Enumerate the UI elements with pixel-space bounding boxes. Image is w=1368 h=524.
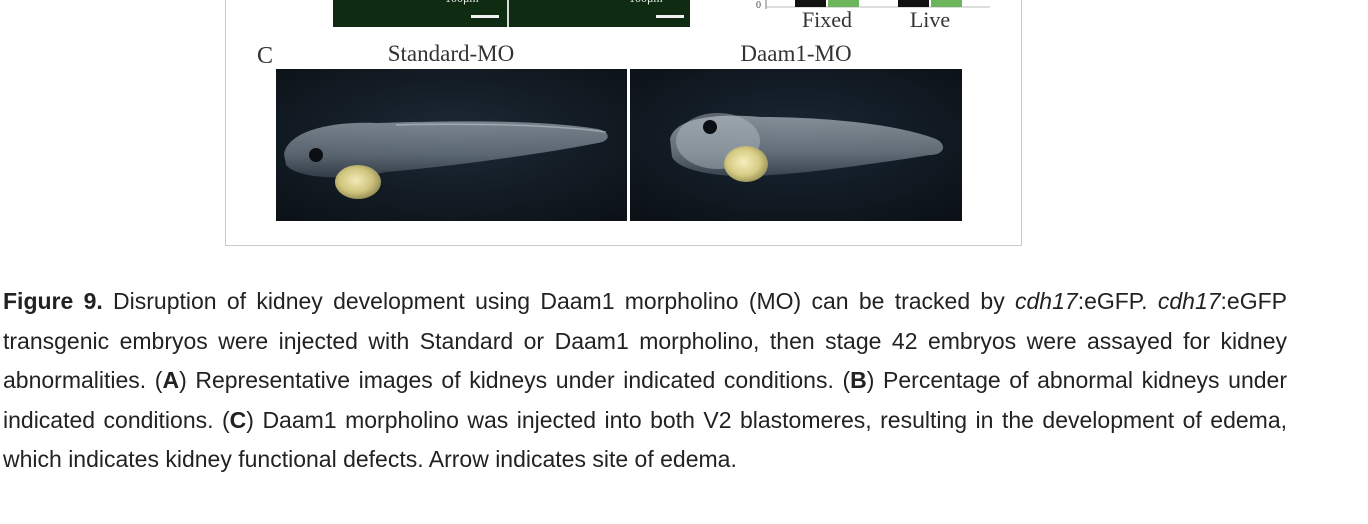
caption-text-2: :eGFP.: [1077, 288, 1158, 314]
figure-label: Figure 9.: [3, 288, 103, 314]
scale-label-right: 100μm: [629, 0, 663, 6]
panel-c-letter: C: [257, 43, 274, 69]
bar-fixed-daam1-mo: [828, 0, 859, 7]
caption-text-4: ) Representative images of kidneys under…: [179, 367, 851, 394]
tadpole-photo-standard-mo: [276, 69, 627, 221]
panel-a-images: 100μm 100μm: [333, 0, 690, 27]
caption-text-1: Disruption of kidney development using D…: [102, 288, 1016, 314]
kidney-image-daam1-mo: [509, 0, 690, 27]
gene-name-1: cdh17: [1015, 288, 1078, 314]
caption-text-6: ) Daam1 morpholino was injected into bot…: [3, 406, 1287, 473]
scale-label-left: 100μm: [445, 0, 479, 6]
panel-ref-a: A: [162, 367, 180, 394]
y-tick-zero: 0: [756, 0, 761, 11]
tadpole-photo-daam1-mo: [630, 69, 962, 221]
kidney-image-standard-mo: [333, 0, 507, 27]
daam1-mo-title: Daam1-MO: [740, 41, 852, 66]
standard-mo-title: Standard-MO: [387, 41, 515, 66]
x-tick-live: Live: [910, 7, 950, 32]
image-divider: [507, 0, 509, 27]
panel-ref-c: C: [229, 406, 247, 433]
caption-text-3: :eGFP transgenic embryos were injected w…: [3, 288, 1287, 394]
panel-ref-b: B: [850, 367, 867, 394]
caption-text-5: ) Percentage of abnormal kidneys under i…: [3, 367, 1287, 433]
x-tick-fixed: Fixed: [802, 7, 852, 32]
scale-bar-left: [471, 15, 499, 18]
bar-fixed-standard-mo: [795, 0, 826, 7]
bar-live-daam1-mo: [931, 0, 962, 7]
abnormal-kidney-chart: 0 Fixed Live: [756, 0, 990, 32]
gene-name-2: cdh17: [1157, 288, 1221, 314]
scale-bar-right: [656, 15, 684, 18]
figure-caption: Figure 9. Disruption of kidney developme…: [3, 282, 1287, 480]
bar-live-standard-mo: [898, 0, 929, 7]
